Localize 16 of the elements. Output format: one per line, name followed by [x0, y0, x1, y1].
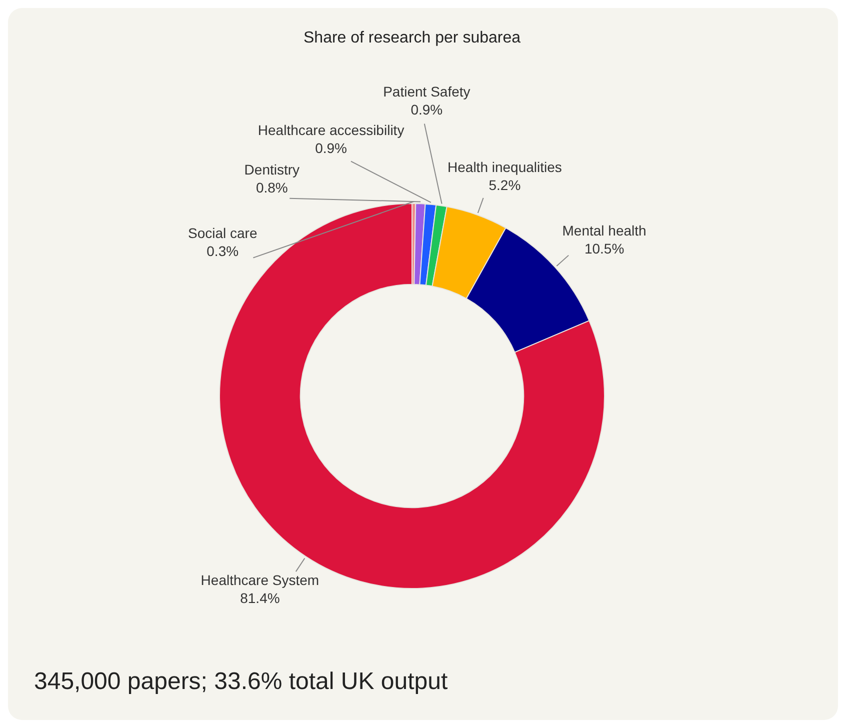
slice-label: Healthcare System: [200, 572, 320, 588]
data-label: 0.8%: [256, 179, 288, 196]
data-label: 5.2%: [488, 177, 521, 194]
slice-label: Dentistry: [244, 161, 300, 178]
slice-label: Healthcare accessibility: [258, 122, 404, 138]
data-label: 81.4%: [240, 590, 280, 606]
data-label: 0.9%: [315, 140, 348, 156]
data-label: 0.3%: [206, 243, 239, 260]
text: 345,000 papers; 33.6% total UK output: [33, 668, 449, 696]
slice-label: Mental health: [562, 222, 646, 238]
data-label: 0.9%: [410, 102, 443, 118]
data-label: 10.5%: [584, 240, 624, 256]
slice-label: Health inequalities: [448, 159, 562, 176]
slice-label: Patient Safety: [383, 84, 470, 100]
chart-title: Share of research per subarea: [303, 29, 521, 46]
slice-label: Social care: [188, 225, 258, 242]
